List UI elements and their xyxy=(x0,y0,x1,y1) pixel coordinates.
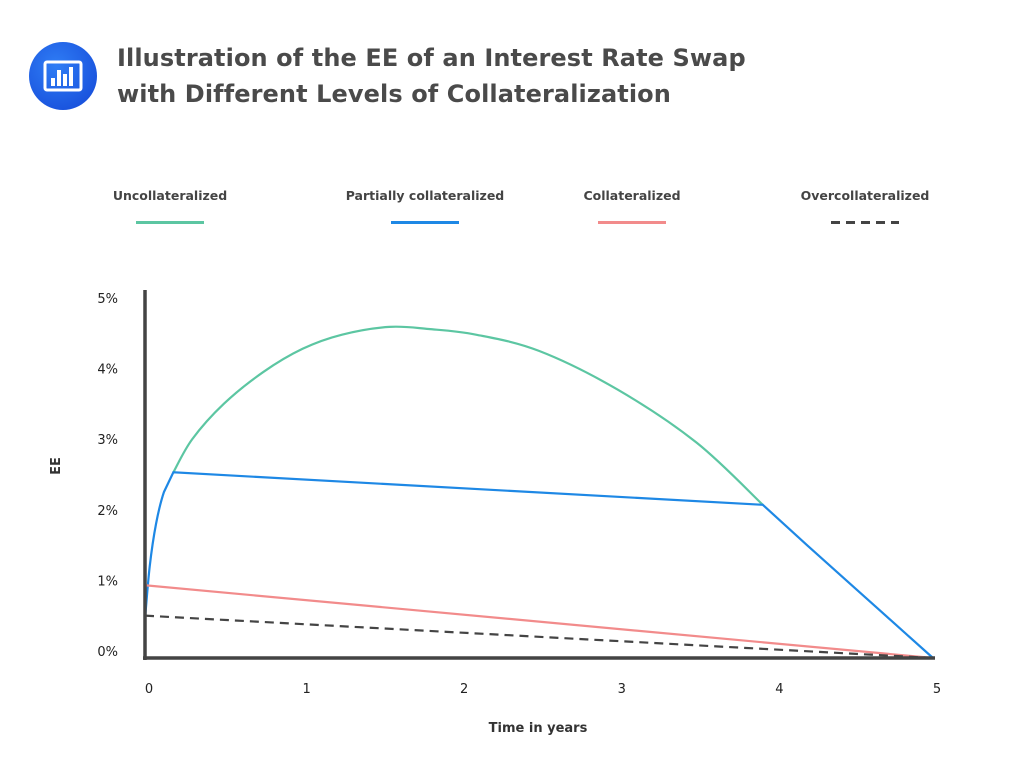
legend-swatch xyxy=(831,221,899,224)
legend-label: Partially collateralized xyxy=(345,188,505,203)
y-axis-label: EE xyxy=(49,457,64,475)
y-tick-label: 0% xyxy=(97,645,118,660)
x-tick-label: 1 xyxy=(302,682,310,697)
x-tick-label: 3 xyxy=(618,682,626,697)
legend-label: Overcollateralized xyxy=(800,188,930,203)
y-tick-label: 3% xyxy=(97,433,118,448)
x-tick-label: 4 xyxy=(775,682,783,697)
legend-swatch xyxy=(598,221,666,224)
legend-swatch xyxy=(136,221,204,224)
legend-item: Overcollateralized xyxy=(775,188,955,224)
y-tick-label: 2% xyxy=(97,504,118,519)
x-tick-label: 2 xyxy=(460,682,468,697)
y-tick-label: 4% xyxy=(97,363,118,378)
legend-label: Collateralized xyxy=(583,188,681,203)
series-line-overcollateralized xyxy=(144,614,934,660)
y-tick-label: 5% xyxy=(97,292,118,307)
bar-chart-icon xyxy=(29,42,97,110)
series-line-partially-collateralized xyxy=(143,471,934,659)
x-axis-label: Time in years xyxy=(489,721,588,736)
x-tick-label: 5 xyxy=(933,682,941,697)
chart-title: Illustration of the EE of an Interest Ra… xyxy=(117,40,746,112)
legend-label: Uncollateralized xyxy=(112,188,228,203)
series-line-uncollateralized xyxy=(172,325,764,506)
legend-item: Uncollateralized xyxy=(80,188,260,224)
series-line-collateralized xyxy=(144,584,934,660)
title-line-2: with Different Levels of Collateralizati… xyxy=(117,80,671,108)
legend-item: Collateralized xyxy=(542,188,722,224)
legend-item: Partially collateralized xyxy=(335,188,515,224)
legend-swatch xyxy=(391,221,459,224)
y-tick-label: 1% xyxy=(97,574,118,589)
title-line-1: Illustration of the EE of an Interest Ra… xyxy=(117,44,746,72)
x-tick-label: 0 xyxy=(145,682,153,697)
